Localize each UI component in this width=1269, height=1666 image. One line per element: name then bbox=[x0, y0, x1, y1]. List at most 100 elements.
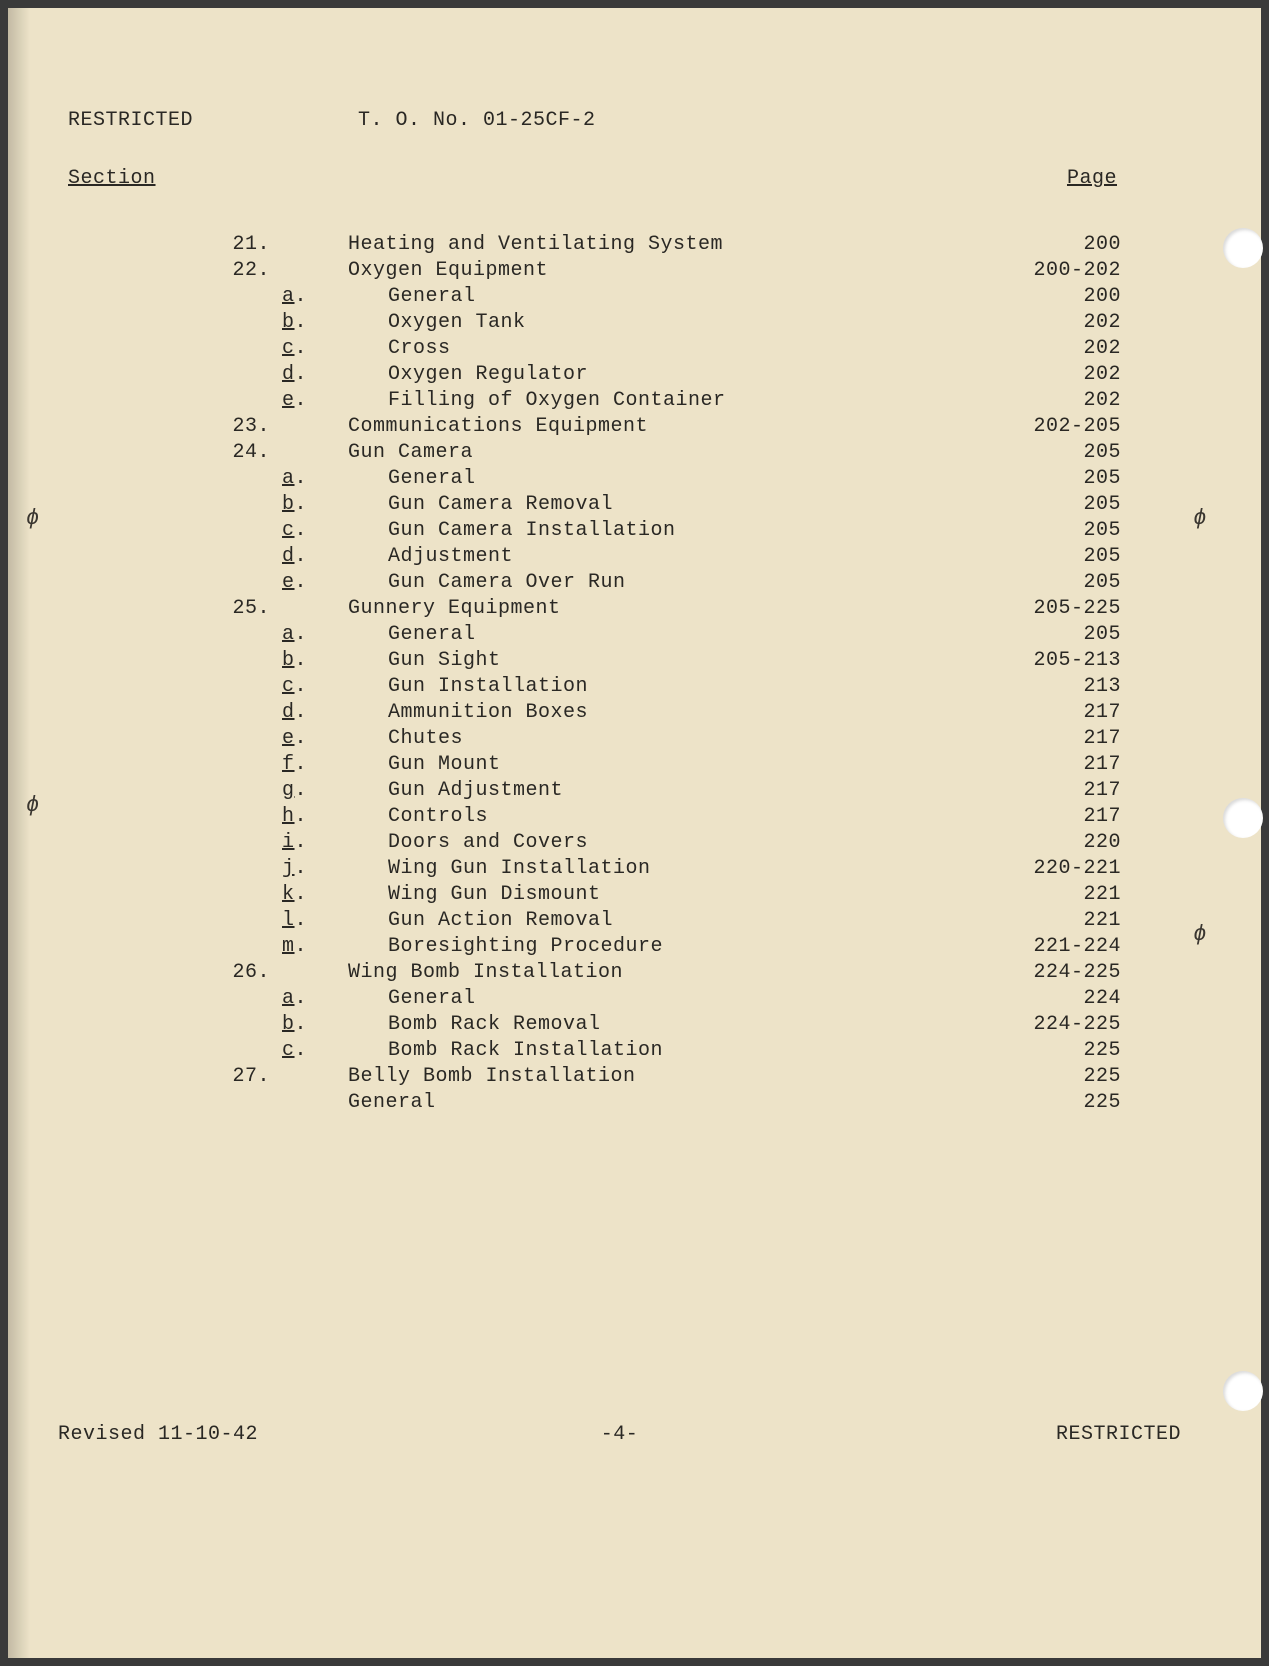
toc-subletter-char: i bbox=[282, 831, 295, 854]
toc-title: Gun Installation bbox=[348, 674, 991, 700]
toc-title: Oxygen Regulator bbox=[348, 362, 991, 388]
toc-row: b.Gun Camera Removal205 bbox=[218, 492, 1121, 518]
toc-title: Adjustment bbox=[348, 544, 991, 570]
toc-row: General225 bbox=[218, 1090, 1121, 1116]
toc-subletter-char: d bbox=[282, 545, 295, 568]
toc-subletter: f. bbox=[278, 752, 348, 778]
toc-row: 24.Gun Camera205 bbox=[218, 440, 1121, 466]
toc-row: 23.Communications Equipment202-205 bbox=[218, 414, 1121, 440]
toc-page: 217 bbox=[991, 804, 1121, 830]
page-label: Page bbox=[1067, 166, 1117, 192]
toc-subletter-char: a bbox=[282, 623, 295, 646]
toc-row: b.Oxygen Tank202 bbox=[218, 310, 1121, 336]
toc-row: d.Oxygen Regulator202 bbox=[218, 362, 1121, 388]
toc-title: Oxygen Tank bbox=[348, 310, 991, 336]
table-of-contents: 21.Heating and Ventilating System20022.O… bbox=[58, 232, 1211, 1116]
toc-subletter-char: c bbox=[282, 675, 295, 698]
toc-row: 25. Gunnery Equipment205-225 bbox=[218, 596, 1121, 622]
toc-page: 205-225 bbox=[991, 596, 1121, 622]
toc-row: b.Gun Sight205-213 bbox=[218, 648, 1121, 674]
toc-subletter-char: b bbox=[282, 311, 295, 334]
toc-subletter-char: l bbox=[282, 909, 295, 932]
toc-title: General bbox=[348, 1090, 991, 1116]
toc-subletter: g. bbox=[278, 778, 348, 804]
toc-title: Bomb Rack Removal bbox=[348, 1012, 991, 1038]
revised-date: Revised 11-10-42 bbox=[58, 1422, 258, 1448]
toc-subletter: a. bbox=[278, 284, 348, 310]
toc-page: 224 bbox=[991, 986, 1121, 1012]
toc-title: General bbox=[348, 622, 991, 648]
toc-page: 205 bbox=[991, 518, 1121, 544]
toc-subletter-char: b bbox=[282, 649, 295, 672]
toc-title: General bbox=[348, 284, 991, 310]
toc-row: b.Bomb Rack Removal224-225 bbox=[218, 1012, 1121, 1038]
page-number: -4- bbox=[601, 1422, 639, 1448]
toc-page: 202 bbox=[991, 388, 1121, 414]
toc-title: Controls bbox=[348, 804, 991, 830]
toc-subletter-char: b bbox=[282, 1013, 295, 1036]
toc-title: Bomb Rack Installation bbox=[348, 1038, 991, 1064]
toc-page: 213 bbox=[991, 674, 1121, 700]
toc-title: Wing Gun Dismount bbox=[348, 882, 991, 908]
toc-subletter: d. bbox=[278, 700, 348, 726]
toc-title: Gun Action Removal bbox=[348, 908, 991, 934]
toc-number: 25. bbox=[218, 596, 278, 622]
toc-title: Boresighting Procedure bbox=[348, 934, 991, 960]
margin-annotation: ϕ bbox=[1193, 921, 1207, 950]
toc-subletter: e. bbox=[278, 388, 348, 414]
toc-subletter-char: b bbox=[282, 493, 295, 516]
toc-page: 205 bbox=[991, 492, 1121, 518]
toc-page: 217 bbox=[991, 726, 1121, 752]
toc-row: e.Filling of Oxygen Container202 bbox=[218, 388, 1121, 414]
toc-number: 21. bbox=[218, 232, 278, 258]
toc-subletter: c. bbox=[278, 1038, 348, 1064]
toc-subletter: a. bbox=[278, 466, 348, 492]
toc-subletter-char: m bbox=[282, 935, 295, 958]
toc-row: 26.Wing Bomb Installation224-225 bbox=[218, 960, 1121, 986]
toc-page: 200 bbox=[991, 232, 1121, 258]
toc-title: General bbox=[348, 466, 991, 492]
toc-subletter: e. bbox=[278, 570, 348, 596]
toc-row: k.Wing Gun Dismount221 bbox=[218, 882, 1121, 908]
toc-subletter-char: e bbox=[282, 727, 295, 750]
toc-row: g.Gun Adjustment217 bbox=[218, 778, 1121, 804]
toc-subletter-char: c bbox=[282, 337, 295, 360]
toc-title: General bbox=[348, 986, 991, 1012]
toc-page: 225 bbox=[991, 1090, 1121, 1116]
toc-page: 221 bbox=[991, 908, 1121, 934]
toc-subletter: d. bbox=[278, 544, 348, 570]
toc-page: 202 bbox=[991, 336, 1121, 362]
toc-number: 27. bbox=[218, 1064, 278, 1090]
toc-row: a.General200 bbox=[218, 284, 1121, 310]
document-page: RESTRICTED T. O. No. 01-25CF-2 Section P… bbox=[8, 8, 1261, 1658]
toc-subletter: b. bbox=[278, 310, 348, 336]
toc-title: Oxygen Equipment bbox=[348, 258, 991, 284]
toc-row: a.General205 bbox=[218, 466, 1121, 492]
toc-subletter: d. bbox=[278, 362, 348, 388]
binding-shadow bbox=[8, 8, 30, 1658]
classification-top: RESTRICTED bbox=[68, 108, 358, 134]
toc-page: 205 bbox=[991, 544, 1121, 570]
toc-row: h.Controls217 bbox=[218, 804, 1121, 830]
toc-page: 202 bbox=[991, 362, 1121, 388]
toc-page: 205 bbox=[991, 570, 1121, 596]
toc-title: Gun Sight bbox=[348, 648, 991, 674]
toc-page: 224-225 bbox=[991, 1012, 1121, 1038]
punch-hole bbox=[1223, 228, 1263, 268]
toc-row: l.Gun Action Removal221 bbox=[218, 908, 1121, 934]
toc-page: 220 bbox=[991, 830, 1121, 856]
toc-subletter-char: a bbox=[282, 285, 295, 308]
toc-title: Gunnery Equipment bbox=[348, 596, 991, 622]
toc-subletter: c. bbox=[278, 518, 348, 544]
toc-row: c.Cross202 bbox=[218, 336, 1121, 362]
toc-page: 220-221 bbox=[991, 856, 1121, 882]
toc-number: 26. bbox=[218, 960, 278, 986]
section-label: Section bbox=[68, 166, 156, 192]
punch-hole bbox=[1223, 798, 1263, 838]
toc-row: a.General224 bbox=[218, 986, 1121, 1012]
toc-subletter-char: c bbox=[282, 519, 295, 542]
toc-subletter: c. bbox=[278, 336, 348, 362]
toc-number: 22. bbox=[218, 258, 278, 284]
toc-title: Gun Camera Over Run bbox=[348, 570, 991, 596]
toc-row: c.Gun Camera Installation205 bbox=[218, 518, 1121, 544]
